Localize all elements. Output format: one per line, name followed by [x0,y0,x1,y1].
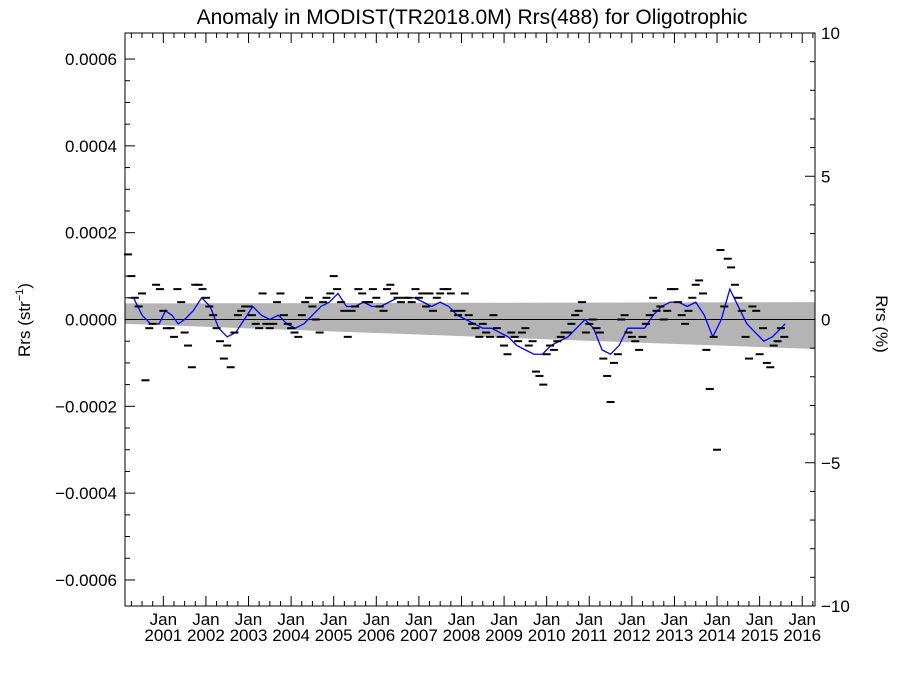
left-y-axis-label: Rrs (str−1) [14,283,34,357]
x-tick-label-month: Jan [661,610,688,629]
x-tick-label-month: Jan [448,610,475,629]
x-tick-label-month: Jan [363,610,390,629]
x-tick-label-year: 2016 [783,626,821,645]
left-y-tick-label: 0.0002 [65,224,117,243]
x-tick-label-year: 2013 [656,626,694,645]
x-tick-label-month: Jan [405,610,432,629]
right-y-tick-label: 0 [821,311,830,330]
x-tick-label-year: 2007 [400,626,438,645]
x-tick-label-year: 2012 [613,626,651,645]
x-tick-label-year: 2010 [528,626,566,645]
x-tick-label-month: Jan [490,610,517,629]
right-y-tick-label: −5 [821,454,840,473]
right-y-tick-label: 10 [821,24,840,43]
x-tick-label-year: 2005 [315,626,353,645]
x-tick-label-year: 2014 [698,626,736,645]
left-y-axis-label-close: ) [15,283,34,289]
x-tick-label-month: Jan [192,610,219,629]
chart-title: Anomaly in MODIST(TR2018.0M) Rrs(488) fo… [197,6,748,29]
left-y-tick-label: 0.0006 [65,50,117,69]
x-tick-label-month: Jan [789,610,816,629]
x-tick-label-month: Jan [235,610,262,629]
x-tick-label-month: Jan [746,610,773,629]
x-tick-label-year: 2001 [144,626,182,645]
x-tick-label-year: 2011 [571,626,608,645]
x-tick-label-year: 2008 [443,626,481,645]
x-tick-label-month: Jan [533,610,560,629]
x-tick-label-month: Jan [576,610,603,629]
left-y-tick-label: −0.0004 [55,484,117,503]
left-y-axis-label-text: Rrs (str [15,301,34,357]
left-y-tick-label: 0.0004 [65,137,117,156]
left-y-tick-label: 0.0000 [65,311,117,330]
right-y-tick-label: 5 [821,167,830,186]
x-tick-label-year: 2004 [272,626,310,645]
x-tick-label-year: 2009 [485,626,523,645]
x-tick-label-year: 2006 [357,626,395,645]
x-tick-label-month: Jan [277,610,304,629]
x-tick-label-year: 2002 [187,626,225,645]
uncertainty-band [125,302,815,350]
x-tick-label-month: Jan [703,610,730,629]
right-y-axis-label: Rrs (%) [872,295,891,353]
x-tick-label-year: 2003 [230,626,268,645]
left-y-tick-label: −0.0006 [55,571,117,590]
left-y-tick-label: −0.0002 [55,397,117,416]
right-y-tick-label: −10 [821,597,850,616]
svg-text:Rrs (str−1): Rrs (str−1) [14,283,34,357]
x-tick-label-year: 2015 [741,626,779,645]
x-tick-label-month: Jan [150,610,177,629]
plot-area: −0.0006 −0.0004 −0.0002 0.0000 0.0002 0.0004 0… [55,24,850,645]
left-y-axis-label-sup: −1 [14,289,26,302]
x-tick-label-month: Jan [618,610,645,629]
x-tick-label-month: Jan [320,610,347,629]
